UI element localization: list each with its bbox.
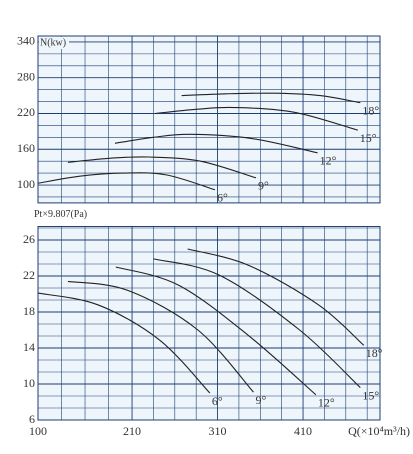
y-tick-label: 14 [23,340,35,354]
y-label-bg [39,37,69,49]
y-tick-label: 10 [23,376,35,390]
curve-label: 6° [217,191,228,205]
curve [187,248,365,346]
curve [115,266,317,396]
y-tick-label: 340 [17,34,35,48]
curve [153,258,361,388]
curve [155,106,358,131]
y-tick-label: 18 [23,304,35,318]
curve-label: 15° [362,388,379,402]
x-tick-label: 410 [294,424,312,438]
curve [37,292,211,394]
curve-label: 9° [255,393,266,407]
curve-label: 6° [212,394,223,408]
y-tick-label: 6 [29,412,35,426]
curve-label: 15° [360,131,377,145]
x-tick-label: 210 [123,424,141,438]
y-tick-label: 100 [17,177,35,191]
curve-label: 18° [366,346,383,360]
y-axis-label: Pt×9.807(Pa) [34,209,87,220]
curve [181,92,361,104]
curve [114,133,318,154]
curve-label: 12° [320,154,337,168]
curve-label: 18° [362,104,379,118]
plot-background [38,36,380,203]
y-tick-label: 26 [23,232,35,246]
y-axis-label: N(kw) [40,37,66,48]
curve-label: 12° [318,396,335,410]
curve-label: 9° [258,179,269,193]
curve [67,280,254,393]
x-tick-label: 310 [209,424,227,438]
y-tick-label: 22 [23,268,35,282]
curve [67,156,257,179]
y-tick-label: 280 [17,69,35,83]
x-axis-label: Q(×10⁴m³/h) [348,424,410,438]
curve [37,172,216,191]
y-tick-label: 160 [17,141,35,155]
y-tick-label: 220 [17,105,35,119]
x-tick-label: 100 [29,424,47,438]
plot-background [38,226,380,420]
